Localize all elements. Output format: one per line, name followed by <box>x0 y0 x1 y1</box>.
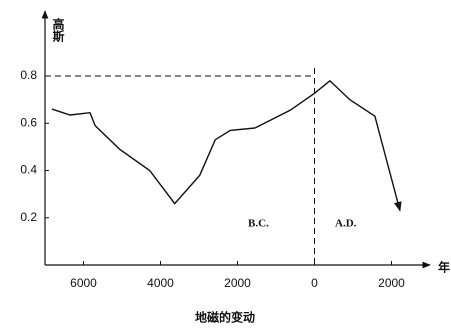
x-tick-label: 2000 <box>224 276 251 290</box>
annotation: B.C. <box>248 218 269 230</box>
annotation: A.D. <box>335 218 357 230</box>
y-tick-label: 0.8 <box>20 68 37 82</box>
data-line <box>51 79 402 212</box>
y-tick-label: 0.2 <box>20 210 37 224</box>
x-tick-label: 4000 <box>147 276 174 290</box>
x-tick-label: 2000 <box>378 276 405 290</box>
x-tick-label: 6000 <box>70 276 97 290</box>
x-axis-label: 年 <box>438 260 450 275</box>
x-tick-label: 0 <box>311 276 318 290</box>
chart-title: 地磁的变动 <box>195 310 255 325</box>
y-tick-label: 0.4 <box>20 163 37 177</box>
y-axis-label: 高斯 <box>51 17 65 43</box>
y-tick-label: 0.6 <box>20 115 37 129</box>
